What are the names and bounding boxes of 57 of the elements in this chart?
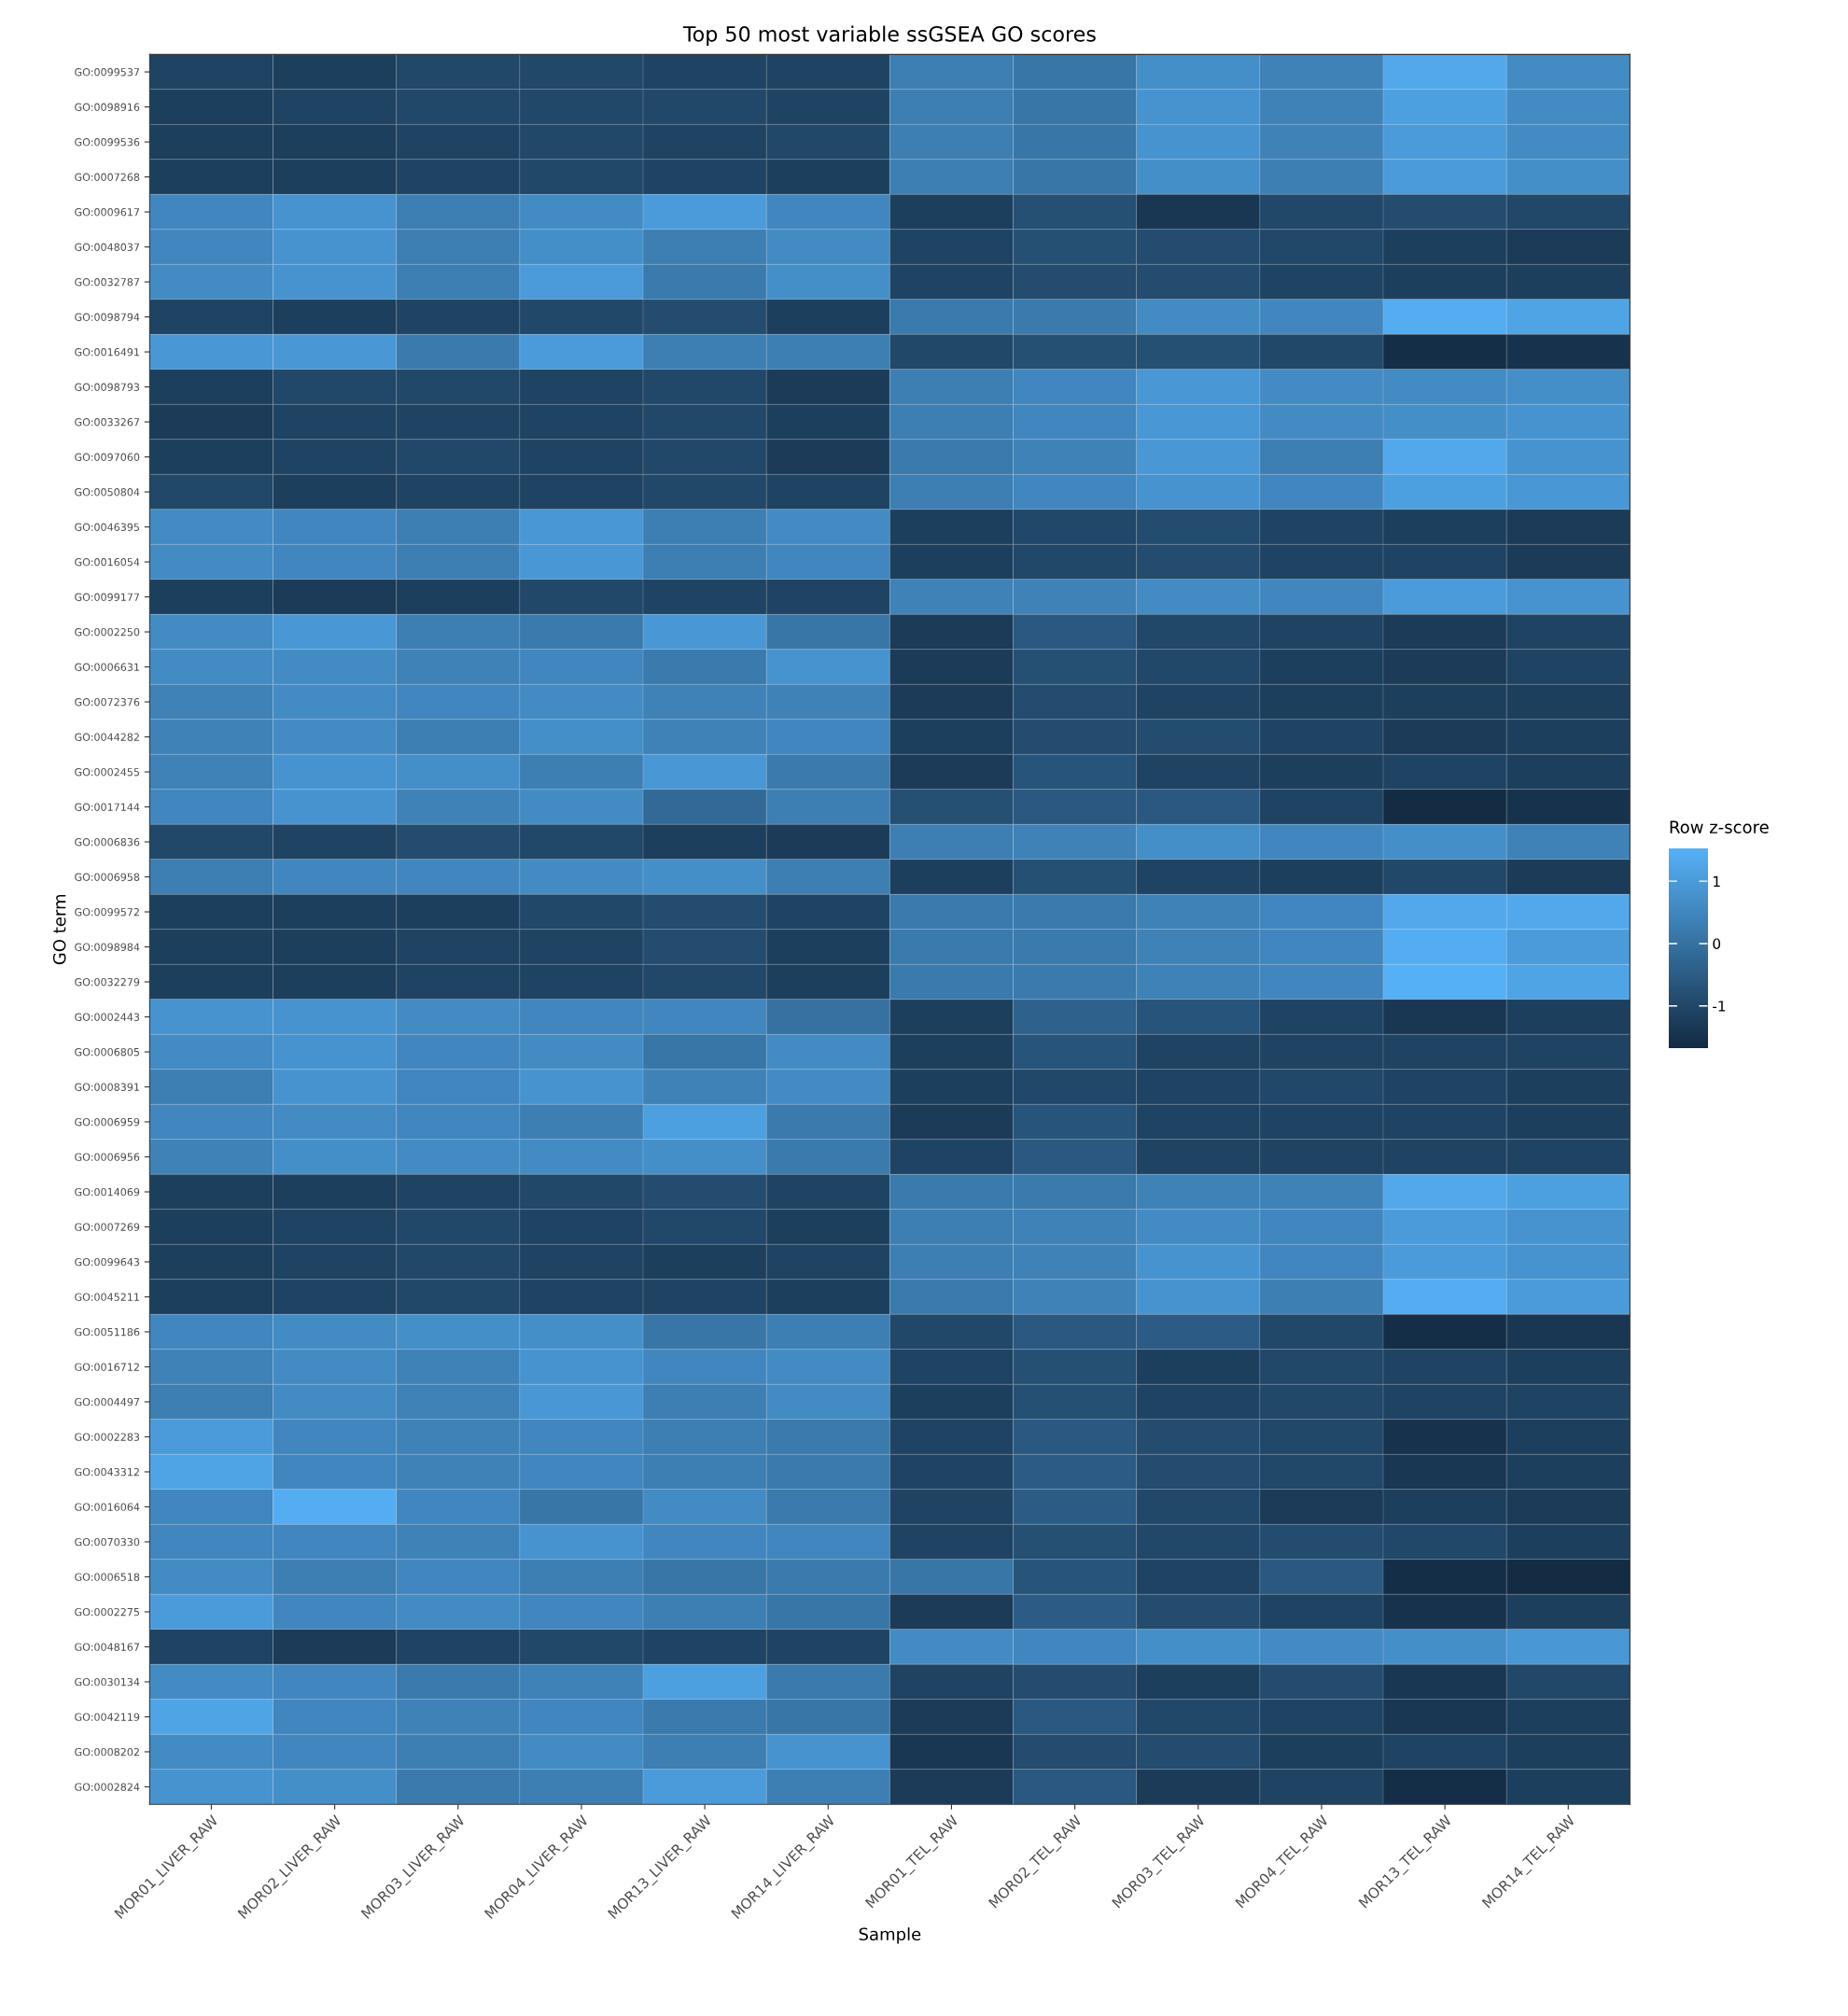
y-tick-label: GO:0006958	[75, 873, 140, 881]
y-tick-label: GO:0014069	[75, 1187, 140, 1197]
y-tick-label: GO:0070330	[75, 1537, 140, 1547]
y-tick-label: GO:0016712	[75, 1363, 139, 1371]
y-tick-label: GO:0009617	[75, 208, 140, 217]
y-tick-label: GO:0002443	[75, 1013, 140, 1021]
y-tick-label: GO:0016491	[75, 348, 139, 357]
y-axis-title: GO term	[52, 894, 66, 965]
y-tick-label: GO:0002824	[75, 1783, 140, 1791]
y-tick-label: GO:0030134	[75, 1677, 140, 1687]
y-tick-label: GO:0051186	[75, 1327, 140, 1337]
y-tick-label: GO:0002275	[75, 1607, 139, 1617]
y-tick-label: GO:0099537	[75, 68, 140, 77]
y-tick-label: GO:0043312	[75, 1467, 139, 1477]
y-tick-label: GO:0072376	[75, 698, 140, 707]
y-tick-label: GO:0002250	[75, 628, 140, 637]
y-tick-label: GO:0006805	[75, 1047, 139, 1057]
y-tick-label: GO:0099536	[75, 138, 140, 147]
y-tick-label: GO:0006959	[75, 1117, 140, 1127]
y-tick-label: GO:0045211	[75, 1293, 139, 1301]
color-bar-label: 0	[1713, 938, 1721, 949]
y-tick-label: GO:0006836	[75, 837, 140, 847]
y-tick-label: GO:0044282	[75, 733, 139, 741]
y-tick-label: GO:0098916	[75, 103, 140, 111]
y-tick-label: GO:0099177	[75, 593, 140, 601]
y-tick-label: GO:0097060	[75, 453, 140, 461]
y-tick-label: GO:0098794	[75, 313, 140, 321]
y-tick-label: GO:0032787	[75, 278, 140, 287]
y-tick-label: GO:0008391	[75, 1083, 139, 1091]
y-tick-label: GO:0042119	[75, 1713, 140, 1721]
y-tick-label: GO:0098793	[75, 383, 140, 391]
y-tick-label: GO:0048037	[75, 243, 140, 251]
color-bar-title: Row z-score	[1670, 820, 1769, 833]
y-tick-label: GO:0050804	[75, 488, 140, 497]
y-tick-label: GO:0048167	[75, 1643, 140, 1651]
chart-title: Top 50 most variable ssGSEA GO scores	[682, 25, 1096, 47]
y-tick-label: GO:0002455	[75, 768, 139, 777]
y-tick-label: GO:0099572	[75, 907, 139, 917]
y-tick-label: GO:0004497	[75, 1397, 140, 1407]
y-tick-label: GO:0098984	[75, 943, 140, 951]
y-tick-label: GO:0008202	[75, 1747, 139, 1757]
y-tick-label: GO:0007269	[75, 1223, 140, 1231]
y-tick-label: GO:0017144	[75, 803, 140, 811]
y-tick-label: GO:0033267	[75, 418, 140, 427]
color-bar-label: -1	[1713, 1001, 1726, 1012]
y-tick-label: GO:0016054	[75, 558, 140, 567]
y-tick-label: GO:0002283	[75, 1433, 140, 1441]
y-tick-label: GO:0032279	[75, 977, 140, 987]
x-axis-title: Sample	[859, 1927, 921, 1944]
y-tick-label: GO:0046395	[75, 523, 139, 531]
y-tick-label: GO:0006631	[75, 663, 139, 671]
y-tick-label: GO:0006956	[75, 1153, 140, 1161]
color-bar-label: 1	[1714, 875, 1720, 887]
y-tick-label: GO:0006518	[75, 1573, 140, 1581]
y-tick-label: GO:0099643	[75, 1257, 140, 1267]
y-tick-label: GO:0016064	[75, 1503, 140, 1511]
y-tick-label: GO:0007268	[75, 173, 140, 181]
